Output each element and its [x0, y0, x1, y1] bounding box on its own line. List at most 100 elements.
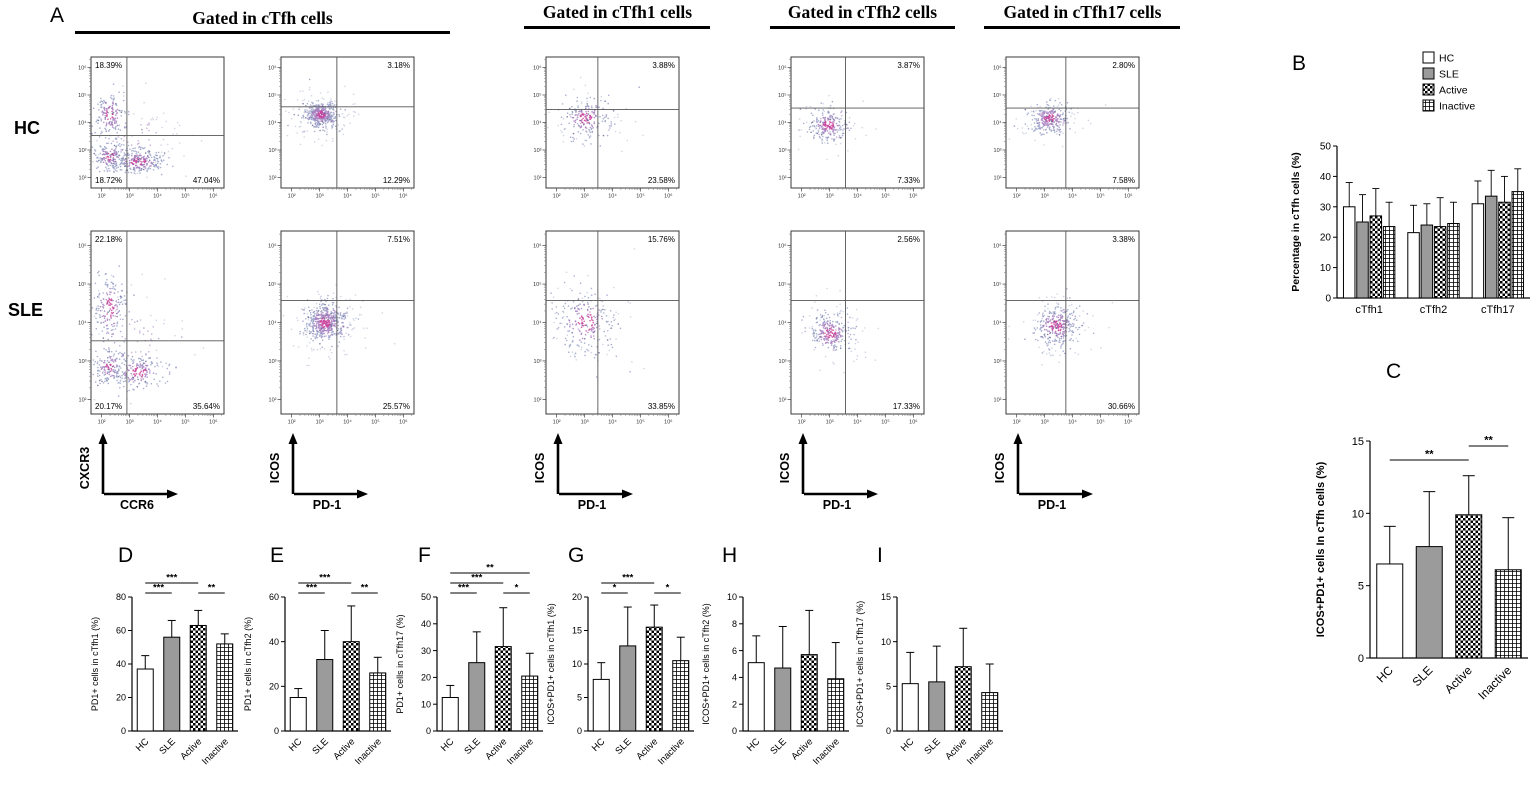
y-axis-label: Percentage in cTfh cells (%) — [1290, 152, 1302, 291]
flow-y-axis-label: ICOS — [778, 453, 792, 484]
x-decade-label: 10² — [798, 194, 806, 200]
y-tick-label: 0 — [1358, 653, 1364, 665]
flow-plot-mount-sle-1: 10² 10² 10³ 10³ 10⁴ 10⁴ 10⁵ 10⁵ 10⁶ 10⁶ 7.51% 25.57… — [265, 228, 417, 431]
y-axis-label: ICOS+PD1+ cells in cTfh2 (%) — [701, 603, 711, 725]
y-tick-label: 0 — [121, 726, 126, 736]
y-tick-label: 20 — [421, 673, 431, 683]
y-decade-label: 10³ — [534, 148, 542, 154]
bar-inactive — [521, 675, 539, 732]
y-decade-label: 10⁴ — [268, 120, 277, 127]
x-decade-label: 10² — [798, 420, 806, 426]
gate-header-underline — [770, 26, 955, 29]
gate-header-ctfh: Gated in cTfh cells — [192, 8, 333, 28]
axis-arrows: ICOS PD-1 — [268, 433, 368, 512]
y-decade-label: 10⁶ — [268, 243, 276, 250]
x-decade-label: 10⁶ — [399, 419, 407, 426]
flow-x-axis-label: PD-1 — [578, 498, 607, 512]
panel-h-chart: 0 2 4 6 8 10 ICOS+PD1+ cells in cTfh2 (%) HC SLE… — [701, 592, 849, 767]
y-decade-label: 10⁴ — [78, 120, 87, 127]
flow-plot-sle-ctfh2: 10² 10² 10³ 10³ 10⁴ 10⁴ 10⁵ 10⁵ 10⁶ 10⁶ 2.56% 17.33… — [778, 230, 925, 426]
y-tick-label: 15 — [1352, 436, 1364, 448]
bar-inactive — [981, 692, 999, 732]
significance-stars: * — [613, 583, 617, 594]
panel-c-chart: 0 5 10 15 ICOS+PD1+ cells In cTfh cells (%) H… — [1315, 435, 1528, 702]
panel-i-chart-mount: 0 5 10 15 ICOS+PD1+ cells in cTfh17 (%) HC SLE… — [853, 563, 1008, 800]
bar-sle-ctfh17 — [1484, 195, 1498, 299]
panel-h-label: H — [722, 544, 738, 567]
x-decade-label: 10⁴ — [153, 193, 162, 200]
y-tick-label: 30 — [1320, 202, 1332, 213]
flow-plot-hc-ctfh2: 10² 10² 10³ 10³ 10⁴ 10⁴ 10⁵ 10⁵ 10⁶ 10⁶ 3.87% 7.33% — [778, 56, 925, 200]
x-decade-label: 10⁵ — [1096, 193, 1104, 200]
significance-stars: * — [515, 583, 519, 594]
x-decade-label: 10⁵ — [181, 419, 189, 426]
x-decade-label: 10³ — [126, 194, 134, 200]
x-decade-label: 10³ — [581, 194, 589, 200]
significance-stars: *** — [306, 583, 317, 594]
y-decade-label: 10⁶ — [993, 243, 1001, 250]
y-decade-label: 10⁶ — [268, 64, 276, 71]
x-decade-label: 10⁶ — [664, 193, 672, 200]
x-decade-label: 10⁴ — [608, 193, 617, 200]
y-tick-label: 6 — [732, 646, 737, 656]
up-arrow-icon — [798, 433, 808, 444]
x-decade-label: 10⁵ — [636, 419, 644, 426]
y-tick-label: 20 — [572, 592, 582, 602]
x-tick-label: Inactive — [353, 736, 384, 767]
flow-plot-mount-hc-2: 10² 10² 10³ 10³ 10⁴ 10⁴ 10⁵ 10⁵ 10⁶ 10⁶ 3.88% 23.58… — [530, 54, 682, 205]
x-decade-label: 10⁶ — [664, 419, 672, 426]
x-decade-label: 10² — [288, 420, 296, 426]
y-decade-label: 10³ — [79, 359, 87, 365]
axis-arrows: ICOS PD-1 — [778, 433, 878, 512]
legend-swatch-active — [1422, 83, 1435, 96]
x-decade-label: 10⁶ — [399, 193, 407, 200]
legend-label-active: Active — [1439, 85, 1468, 97]
x-decade-label: 10⁵ — [881, 193, 889, 200]
x-decade-label: 10⁶ — [1124, 419, 1132, 426]
panel-g-label: G — [568, 544, 585, 567]
significance-stars: * — [666, 583, 670, 594]
right-arrow-icon — [867, 489, 878, 499]
y-tick-label: 5 — [577, 693, 582, 703]
x-decade-label: 10⁴ — [853, 419, 862, 426]
x-decade-label: 10³ — [126, 420, 134, 426]
y-decade-label: 10⁴ — [268, 320, 277, 327]
y-decade-label: 10⁶ — [78, 64, 86, 71]
flow-x-axis-label: PD-1 — [1038, 498, 1067, 512]
bar-hc — [289, 697, 307, 732]
y-decade-label: 10³ — [779, 148, 787, 154]
x-decade-label: 10³ — [1041, 420, 1049, 426]
flow-x-axis-label: PD-1 — [823, 498, 852, 512]
significance-stars: ** — [486, 563, 494, 574]
axis-arrows: ICOS PD-1 — [533, 433, 633, 512]
x-decade-label: 10² — [1013, 420, 1021, 426]
y-decade-label: 10⁴ — [533, 120, 542, 127]
significance-stars: *** — [471, 573, 482, 584]
y-tick-label: 80 — [116, 592, 126, 602]
x-decade-label: 10⁴ — [153, 419, 162, 426]
flow-plot-mount-sle-3: 10² 10² 10³ 10³ 10⁴ 10⁴ 10⁵ 10⁵ 10⁶ 10⁶ 2.56% 17.33… — [775, 228, 927, 431]
bar-inactive — [369, 672, 387, 732]
y-decade-label: 10³ — [994, 359, 1002, 365]
x-decade-label: 10⁴ — [608, 419, 617, 426]
x-tick-label: HC — [439, 736, 457, 754]
up-arrow-icon — [553, 433, 563, 444]
right-arrow-icon — [357, 489, 368, 499]
y-tick-label: 10 — [1352, 508, 1364, 520]
x-decade-label: 10⁶ — [909, 419, 917, 426]
quadrant-pct-bottom-right: 30.66% — [1108, 402, 1135, 411]
y-decade-label: 10⁵ — [268, 92, 276, 99]
x-tick-label: SLE — [768, 736, 788, 756]
y-decade-label: 10² — [994, 397, 1002, 403]
up-arrow-icon — [1013, 433, 1023, 444]
flow-plot-sle-ctfh1: 10² 10² 10³ 10³ 10⁴ 10⁴ 10⁵ 10⁵ 10⁶ 10⁶ 15.76% 33.8… — [533, 230, 680, 426]
flow-x-axis-label: PD-1 — [313, 498, 342, 512]
y-tick-label: 10 — [572, 659, 582, 669]
y-decade-label: 10² — [779, 397, 787, 403]
x-tick-label: Inactive — [1475, 663, 1514, 702]
y-decade-label: 10³ — [269, 359, 277, 365]
x-decade-label: 10² — [98, 420, 106, 426]
significance-stars: *** — [458, 583, 469, 594]
panel-c-chart-mount: 0 5 10 15 ICOS+PD1+ cells In cTfh cells (%) H… — [1308, 383, 1535, 733]
